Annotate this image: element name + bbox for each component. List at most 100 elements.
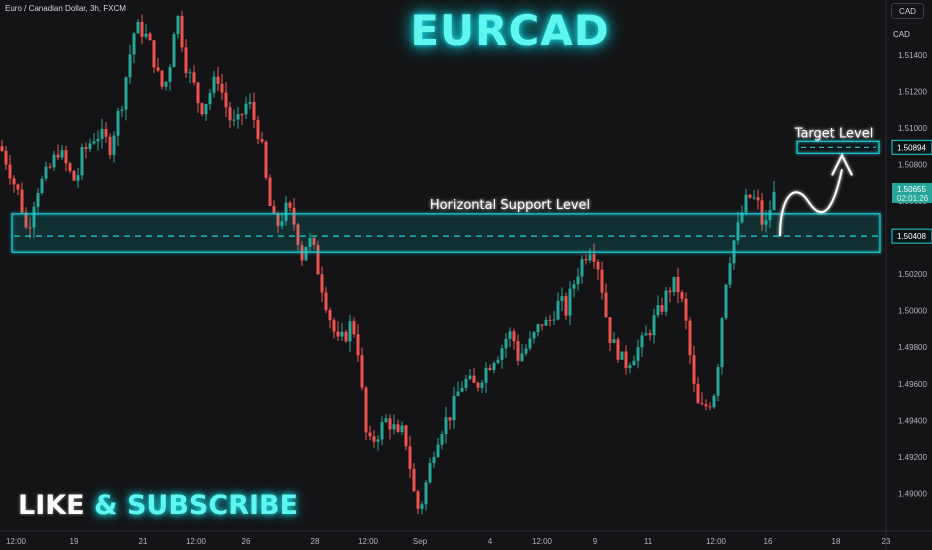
candle-body [668, 290, 672, 293]
projection-arrow-head [831, 153, 853, 176]
time-axis-label: 18 [832, 537, 841, 546]
candle-body [528, 338, 532, 349]
candle-body [188, 72, 192, 74]
candle-body [224, 92, 228, 108]
candle-body [612, 339, 616, 343]
candle-body [284, 202, 288, 222]
candle-body [288, 202, 292, 208]
candle-body [344, 331, 348, 342]
candle-body [112, 135, 116, 155]
candle-body [376, 439, 380, 442]
candle-body [608, 317, 612, 343]
candle-body [336, 331, 340, 337]
candle-body [632, 360, 636, 366]
candle-body [548, 319, 552, 321]
time-axis-label: 21 [139, 537, 148, 546]
price-axis-label: 1.50000 [898, 307, 927, 316]
candle-body [8, 164, 12, 179]
candle-body [304, 246, 308, 261]
candle-body [708, 406, 712, 408]
projection-arrow [779, 169, 843, 237]
candle-body [244, 103, 248, 115]
candle-body [384, 418, 388, 422]
candle-body [96, 138, 100, 142]
candle-body [84, 147, 88, 150]
candle-body [504, 338, 508, 349]
candle-body [80, 147, 84, 176]
candle-body [380, 421, 384, 440]
candle-body [60, 150, 64, 158]
candle-body [248, 102, 252, 104]
candle-body [268, 177, 272, 207]
target-annotation: Target Level [794, 126, 874, 141]
candle-body [40, 178, 44, 194]
candle-body [712, 395, 716, 408]
candle-body [212, 76, 216, 94]
time-axis-label: Sep [413, 537, 428, 546]
candle-body [184, 47, 188, 73]
candle-body [572, 284, 576, 289]
countdown-label: 02:01:26 [897, 194, 929, 203]
candle-body [68, 163, 72, 171]
candle-body [48, 166, 52, 168]
candle-body [532, 332, 536, 339]
price-axis-label: 1.49400 [898, 416, 927, 425]
support-zone-box [11, 213, 881, 253]
candle-body [36, 193, 40, 207]
candle-body [364, 387, 368, 433]
candle-body [452, 396, 456, 421]
candle-body [168, 67, 172, 82]
candle-body [620, 351, 624, 360]
candle-body [316, 244, 320, 275]
candle-body [660, 305, 664, 312]
candle-body [136, 21, 140, 34]
candle-body [156, 67, 160, 71]
candle-body [152, 40, 156, 68]
price-axis-label: 1.49600 [898, 380, 927, 389]
candle-body [432, 456, 436, 464]
candle-body [512, 331, 516, 342]
candle-body [228, 107, 232, 121]
candle-body [544, 319, 548, 326]
candle-body [448, 417, 452, 421]
candle-body [20, 189, 24, 213]
candle-body [88, 143, 92, 150]
candle-body [252, 102, 256, 120]
currency-button[interactable]: CAD [891, 3, 924, 19]
candle-body [236, 114, 240, 120]
time-axis-label: 12:00 [186, 537, 207, 546]
candle-body [320, 274, 324, 293]
candle-body [672, 276, 676, 293]
candle-body [208, 93, 212, 105]
candle-body [388, 418, 392, 430]
candle-body [396, 424, 400, 432]
candle-body [104, 128, 108, 137]
candle-body [148, 33, 152, 41]
price-axis-label: 1.50800 [898, 160, 927, 169]
candle-body [576, 276, 580, 285]
like-text: LIKE [18, 490, 85, 521]
candle-body [160, 70, 164, 87]
candle-body [12, 178, 16, 185]
candle-body [592, 254, 596, 262]
candle-body [200, 103, 204, 115]
candle-body [348, 321, 352, 342]
candle-body [476, 382, 480, 388]
time-axis-label: 12:00 [6, 537, 27, 546]
candle-body [120, 109, 124, 111]
candle-body [604, 292, 608, 318]
candle-body [164, 81, 168, 87]
candle-body [496, 359, 500, 363]
support-price-tag: 1.50408 [897, 232, 926, 241]
candle-body [360, 355, 364, 388]
subscribe-text: SUBSCRIBE [126, 490, 299, 521]
candle-body [412, 468, 416, 492]
like-subscribe-banner: LIKE & SUBSCRIBE [18, 490, 298, 521]
candle-body [564, 296, 568, 316]
candle-body [372, 436, 376, 442]
candle-body [440, 433, 444, 445]
candle-body [400, 425, 404, 432]
candle-body [640, 335, 644, 348]
